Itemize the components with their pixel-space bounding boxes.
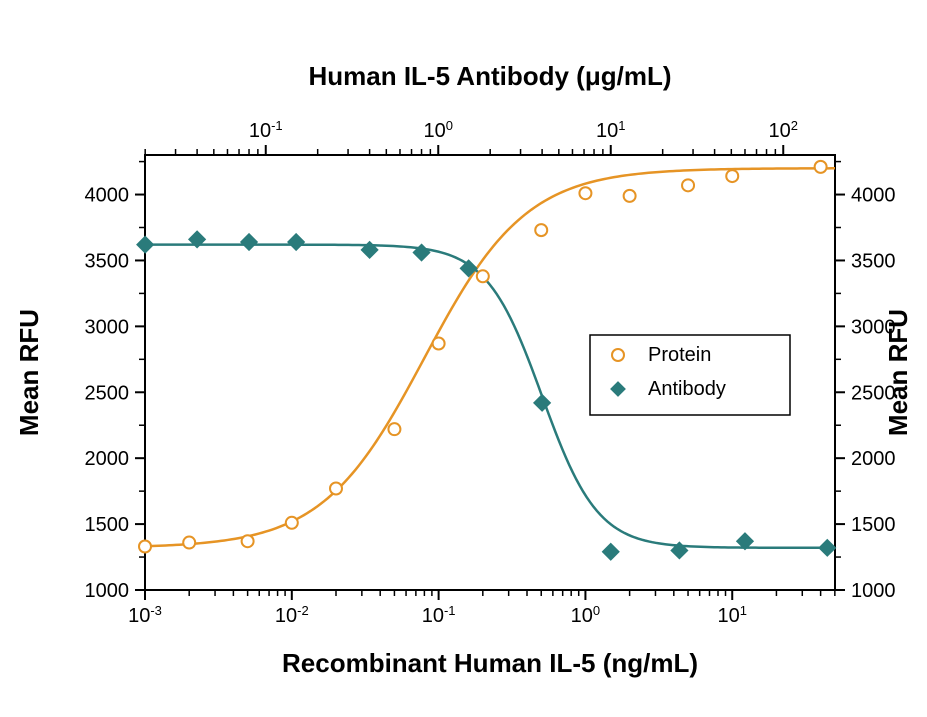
svg-text:Mean RFU: Mean RFU [883,309,913,436]
svg-text:3500: 3500 [85,250,130,272]
svg-text:2500: 2500 [85,382,130,404]
svg-text:4000: 4000 [851,185,896,207]
svg-text:Mean RFU: Mean RFU [14,309,44,436]
svg-text:100: 100 [571,603,600,628]
svg-text:101: 101 [596,118,625,143]
svg-text:Human IL-5 Antibody (μg/mL): Human IL-5 Antibody (μg/mL) [308,61,671,91]
legend: Protein Antibody [590,335,790,415]
svg-text:1500: 1500 [851,514,896,536]
svg-text:10-3: 10-3 [128,603,162,628]
svg-text:102: 102 [769,118,798,143]
svg-text:2000: 2000 [851,448,896,470]
svg-text:1000: 1000 [851,580,896,602]
svg-text:101: 101 [717,603,746,628]
svg-text:Recombinant Human IL-5 (ng/mL): Recombinant Human IL-5 (ng/mL) [282,648,698,678]
svg-text:1000: 1000 [85,580,130,602]
svg-text:10-2: 10-2 [275,603,309,628]
svg-text:Protein: Protein [648,344,711,366]
svg-text:4000: 4000 [85,185,130,207]
svg-text:1500: 1500 [85,514,130,536]
svg-text:10-1: 10-1 [249,118,283,143]
svg-text:3500: 3500 [851,250,896,272]
svg-text:Antibody: Antibody [648,378,726,400]
dose-response-chart: 10-3 10-2 10-1 100 101 Recombinant Human IL-5… [0,0,927,717]
svg-text:10-1: 10-1 [422,603,456,628]
chart-container: 10-3 10-2 10-1 100 101 Recombinant Human IL-5… [0,0,927,717]
svg-text:100: 100 [424,118,453,143]
svg-text:3000: 3000 [85,316,130,338]
svg-text:2000: 2000 [85,448,130,470]
